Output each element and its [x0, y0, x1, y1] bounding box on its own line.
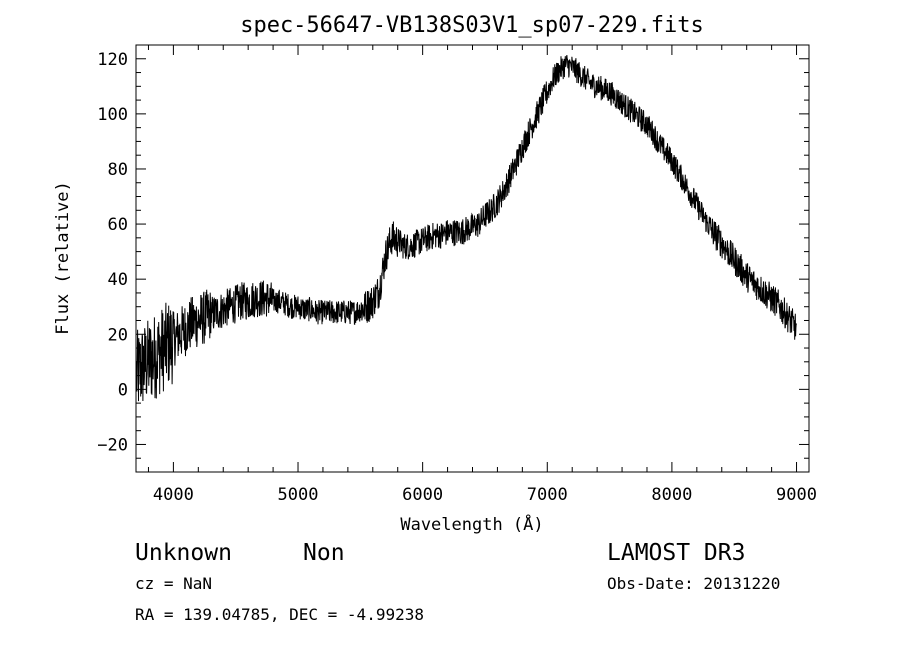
- object-class-label: Unknown: [135, 540, 232, 566]
- x-tick-label: 8000: [651, 485, 692, 505]
- y-tick-label: 0: [118, 380, 128, 400]
- object-subclass-label: Non: [303, 540, 345, 566]
- chart-title: spec-56647-VB138S03V1_sp07-229.fits: [240, 13, 704, 38]
- x-axis-label: Wavelength (Å): [400, 513, 543, 535]
- y-tick-label: 80: [108, 160, 128, 180]
- x-tick-label: 7000: [527, 485, 568, 505]
- y-tick-label: 100: [97, 105, 128, 125]
- x-tick-label: 4000: [153, 485, 194, 505]
- y-tick-label: 120: [97, 50, 128, 70]
- y-tick-label: 40: [108, 270, 128, 290]
- y-axis-label: Flux (relative): [53, 181, 73, 335]
- obs-date-text: Obs-Date: 20131220: [607, 574, 780, 593]
- y-tick-label: 20: [108, 325, 128, 345]
- spectrum-series-line: [136, 54, 797, 402]
- x-tick-label: 9000: [776, 485, 817, 505]
- y-tick-label: −20: [97, 435, 128, 455]
- axis-ticks: 4000 5000 6000 7000 8000 9000 −20 0 20 40 60 80 100 1…: [97, 44, 817, 505]
- survey-label: LAMOST DR3: [607, 540, 745, 566]
- redshift-text: cz = NaN: [135, 574, 212, 593]
- x-tick-label: 5000: [278, 485, 319, 505]
- x-tick-label: 6000: [402, 485, 443, 505]
- coordinates-text: RA = 139.04785, DEC = -4.99238: [135, 605, 424, 624]
- y-tick-label: 60: [108, 215, 128, 235]
- plot-frame: [135, 44, 810, 473]
